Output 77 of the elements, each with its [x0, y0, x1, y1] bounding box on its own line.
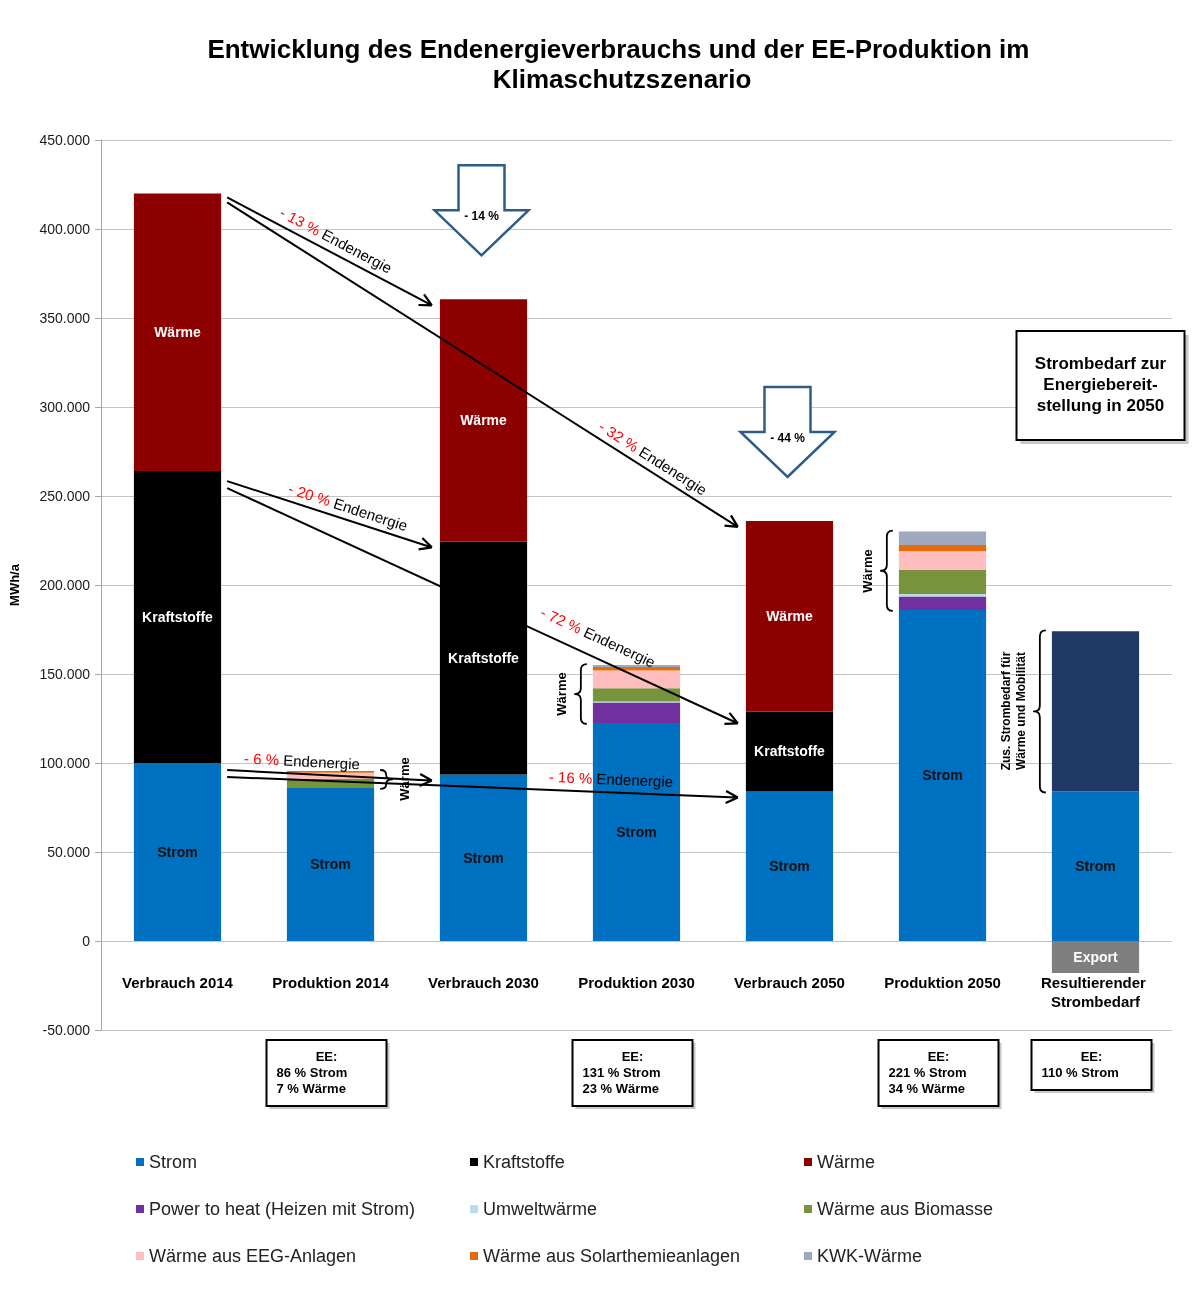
bar [898, 551, 987, 570]
data-label: Strom [157, 844, 198, 860]
x-tick-label: Produktion 2014 [272, 974, 390, 991]
bar [898, 596, 987, 610]
data-label: Strom [463, 849, 504, 866]
annotation: Strombedarf zur Energiebereit-stellung in 2050 [1033, 353, 1168, 416]
data-label: Kraftstoffe [754, 743, 826, 760]
annotation: - 44 % [770, 430, 805, 445]
bar [439, 299, 528, 542]
bar [898, 544, 987, 552]
y-tick-label: 350.000 [39, 310, 91, 326]
bar [898, 569, 987, 594]
legend-label: Strom [149, 1152, 198, 1172]
annotation: - 16 % Endenergie [548, 768, 674, 791]
bar [133, 763, 222, 941]
x-tick-label: Produktion 2050 [884, 974, 1001, 991]
data-label: Wärme [460, 412, 508, 429]
legend-label: Wärme aus Biomasse [817, 1199, 994, 1219]
bar [745, 520, 834, 712]
x-tick-label: Resultierender Strombedarf [1040, 974, 1151, 1010]
bar [133, 471, 222, 763]
data-label: Kraftstoffe [142, 609, 214, 626]
y-tick-label: 200.000 [39, 577, 91, 593]
text: EE: 131 % Strom 23 % Wärme [582, 1049, 662, 1097]
bar [1051, 631, 1140, 792]
legend-label: Wärme [817, 1152, 875, 1172]
data-label: Kraftstoffe [448, 649, 520, 666]
data-label: Strom [1075, 858, 1116, 875]
annotation: Zus. Strombedarf für Wärme und Mobilität [998, 650, 1029, 773]
legend-label: Kraftstoffe [483, 1152, 565, 1172]
y-tick-label: 150.000 [39, 666, 91, 682]
bar [898, 531, 987, 545]
annotation: Wärme [859, 549, 876, 593]
legend-label: Power to heat (Heizen mit Strom) [149, 1199, 416, 1219]
bar [745, 711, 834, 792]
text: EE: 110 % Strom [1041, 1049, 1120, 1081]
data-label: Strom [922, 767, 963, 784]
annotation: - 6 % Endenergie [243, 749, 360, 773]
data-label: Strom [310, 856, 351, 873]
data-label: Wärme [154, 324, 202, 341]
bar [592, 688, 681, 702]
x-tick-label: Verbrauch 2014 [122, 974, 234, 991]
data-label: Strom [769, 858, 810, 875]
legend-label: Wärme aus Solarthemieanlagen [483, 1246, 741, 1266]
bar [1051, 791, 1140, 941]
y-tick-label: 0 [82, 933, 91, 949]
y-tick-label: -50.000 [42, 1022, 91, 1038]
annotation: Wärme [553, 672, 570, 716]
legend-label: Wärme aus EEG-Anlagen [149, 1246, 357, 1266]
bar [898, 593, 987, 597]
y-axis-title: MWh/a [7, 563, 22, 606]
x-tick-label: Verbrauch 2050 [734, 974, 845, 991]
y-tick-label: 250.000 [39, 488, 91, 504]
y-tick-label: 400.000 [39, 221, 91, 237]
data-label: Export [1073, 949, 1118, 966]
y-tick-label: 100.000 [39, 755, 91, 771]
bar [592, 670, 681, 689]
x-tick-label: Verbrauch 2030 [428, 974, 539, 991]
annotation: - 14 % [464, 209, 499, 224]
chart-title: Entwicklung des Endenergieverbrauchs und der EE-Produktion im Klimaschutzszenario [207, 34, 1037, 94]
text: EE: 86 % Strom 7 % Wärme [276, 1049, 349, 1097]
y-tick-label: 450.000 [39, 132, 91, 148]
y-tick-label: 50.000 [47, 844, 91, 860]
bar [592, 702, 681, 723]
bar [745, 791, 834, 941]
data-label: Strom [616, 823, 657, 840]
bar [439, 774, 528, 941]
text: EE: 221 % Strom 34 % Wärme [888, 1049, 968, 1097]
bar [898, 609, 987, 941]
bar [439, 541, 528, 775]
x-tick-label: Produktion 2030 [578, 974, 695, 991]
bar [592, 722, 681, 941]
legend-label: Umweltwärme [483, 1199, 598, 1219]
y-tick-label: 300.000 [39, 399, 91, 415]
legend-label: KWK-Wärme [817, 1246, 922, 1266]
bar [133, 193, 222, 472]
data-label: Wärme [766, 608, 814, 625]
